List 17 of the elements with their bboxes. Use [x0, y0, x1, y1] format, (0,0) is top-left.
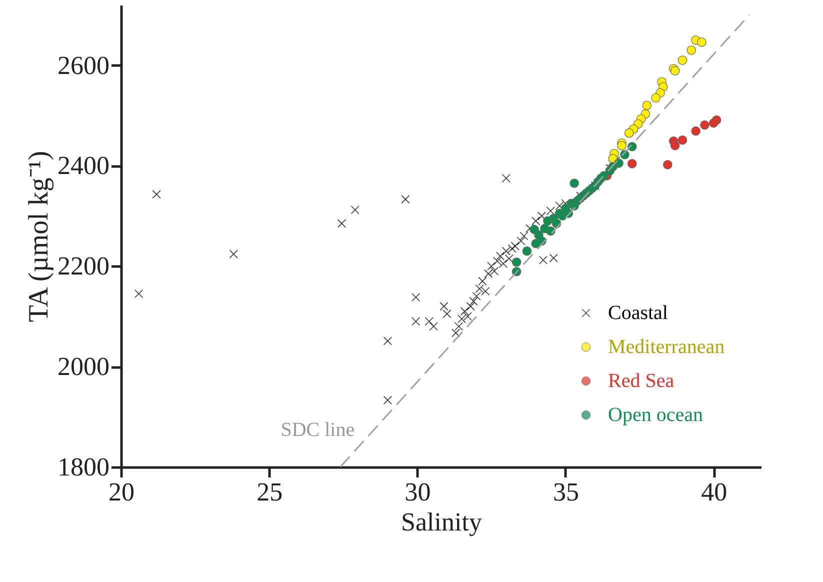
x-axis-title: Salinity	[401, 508, 482, 536]
annotation: SDC line	[280, 419, 355, 442]
legend-label: Mediterranean	[608, 336, 725, 358]
x-tick-label: 25	[256, 478, 283, 506]
legend-label: Coastal	[608, 302, 668, 324]
y-tick-label: 2200	[58, 252, 110, 281]
x-tick-label: 30	[404, 478, 431, 506]
legend-label: Open ocean	[608, 404, 703, 426]
y-axis-title: TA (µmol kg⁻¹)	[24, 150, 54, 322]
y-tick-label: 2600	[58, 50, 110, 80]
x-tick-label: 20	[108, 478, 134, 506]
x-tick-label: 35	[552, 478, 579, 506]
y-tick-label: 1800	[58, 452, 110, 482]
x-tick-label: 40	[701, 478, 728, 506]
y-tick-label: 2000	[58, 352, 110, 382]
y-tick-label: 2400	[58, 151, 110, 180]
legend-label: Red Sea	[608, 370, 674, 392]
